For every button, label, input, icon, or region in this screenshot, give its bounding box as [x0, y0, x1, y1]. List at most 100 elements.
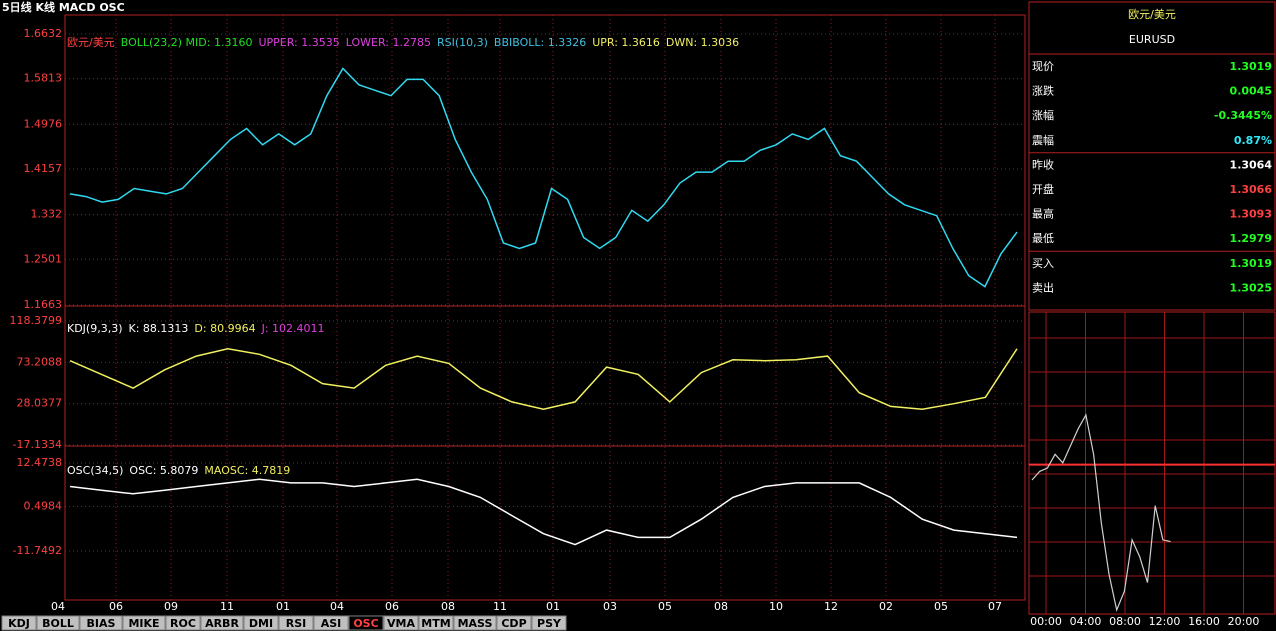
quote-label: 买入: [1032, 257, 1054, 270]
legend: K: 88.1313: [129, 322, 189, 335]
y-tick-label: 1.4157: [24, 162, 63, 175]
legend: BOLL(23,2) MID: 1.3160: [121, 36, 253, 49]
tab[interactable]: [79, 615, 123, 631]
x-label: 01: [546, 600, 560, 613]
quote-label: 昨收: [1032, 157, 1054, 171]
tab-label[interactable]: VMA: [387, 617, 415, 630]
tab[interactable]: [383, 615, 419, 631]
legend: 欧元/美元: [67, 36, 115, 49]
tab-label[interactable]: BIAS: [87, 617, 116, 630]
x-label: 09: [164, 600, 178, 613]
time-label: 08:00: [1109, 615, 1141, 628]
time-label: 00:00: [1030, 615, 1062, 628]
x-label: 04: [51, 600, 65, 613]
tab[interactable]: [496, 615, 532, 631]
quote-value: 0.0045: [1230, 85, 1272, 98]
y-tick-label: 0.4984: [24, 500, 63, 513]
x-label: 06: [385, 600, 399, 613]
tab-label[interactable]: OSC: [353, 617, 378, 630]
tab-label[interactable]: ASI: [321, 617, 342, 630]
tab-label[interactable]: RSI: [286, 617, 307, 630]
price-line: [69, 67, 1018, 288]
tab[interactable]: [313, 615, 349, 631]
quote-value: 1.3019: [1230, 257, 1272, 270]
x-label: 06: [109, 600, 123, 613]
tab-label[interactable]: PSY: [537, 617, 562, 630]
tab-label[interactable]: DMI: [249, 617, 273, 630]
legend: D: 80.9964: [194, 322, 255, 335]
quote-value: 1.3025: [1230, 281, 1272, 294]
tab[interactable]: [243, 615, 279, 631]
y-tick-label: 1.6632: [24, 27, 63, 40]
intraday-frame: [1028, 311, 1276, 615]
tab[interactable]: [36, 615, 80, 631]
tab-label[interactable]: MTM: [421, 617, 450, 630]
time-label: 20:00: [1228, 615, 1260, 628]
y-tick-label: 118.3799: [10, 314, 63, 327]
legend: MAOSC: 4.7819: [204, 464, 290, 477]
tab-label[interactable]: ARBR: [205, 617, 239, 630]
y-tick-label: -11.7492: [13, 544, 62, 557]
x-label: 01: [276, 600, 290, 613]
x-label: 05: [934, 600, 948, 613]
quote-value: 1.3064: [1230, 158, 1273, 171]
x-label: 05: [658, 600, 672, 613]
tab-label[interactable]: MIKE: [128, 617, 159, 630]
legend: BBIBOLL: 1.3326: [494, 36, 586, 49]
chart-frame: [64, 14, 1026, 601]
x-label: 08: [714, 600, 728, 613]
tab[interactable]: [122, 615, 166, 631]
quote-label: 涨跌: [1032, 84, 1054, 98]
x-label: 07: [988, 600, 1002, 613]
time-label: 12:00: [1149, 615, 1181, 628]
y-tick-label: 73.2088: [17, 355, 63, 368]
tab[interactable]: [453, 615, 497, 631]
x-label: 11: [493, 600, 507, 613]
quote-code: EURUSD: [1129, 33, 1175, 46]
legend: LOWER: 1.2785: [346, 36, 431, 49]
intraday-line: [1031, 413, 1171, 613]
tab[interactable]: [1, 615, 37, 631]
tab-label[interactable]: BOLL: [42, 617, 74, 630]
x-label: 11: [220, 600, 234, 613]
legend: KDJ(9,3,3): [67, 322, 123, 335]
quote-value: 1.3066: [1230, 183, 1273, 196]
tab-label[interactable]: MASS: [458, 617, 493, 630]
x-label: 02: [879, 600, 893, 613]
tab-label[interactable]: KDJ: [8, 617, 30, 630]
quote-label: 震幅: [1032, 134, 1054, 147]
tab[interactable]: [165, 615, 201, 631]
y-tick-label: 1.5813: [24, 72, 63, 85]
quote-label: 涨幅: [1032, 109, 1054, 122]
tab[interactable]: [200, 615, 244, 631]
quote-value: 1.2979: [1230, 232, 1272, 245]
tab[interactable]: [531, 615, 567, 631]
y-tick-label: -17.1334: [13, 438, 62, 451]
tab-label[interactable]: CDP: [501, 617, 526, 630]
quote-label: 现价: [1032, 60, 1054, 73]
time-label: 04:00: [1070, 615, 1102, 628]
quote-label: 最高: [1032, 207, 1054, 221]
legend: UPPER: 1.3535: [258, 36, 339, 49]
x-label: 03: [603, 600, 617, 613]
y-tick-label: 1.2501: [24, 252, 63, 265]
header: 5日线 K线 MACD OSC: [2, 0, 125, 14]
quote-label: 卖出: [1032, 280, 1054, 294]
osc-line: [69, 478, 1018, 546]
y-tick-label: 1.332: [31, 208, 63, 221]
legend: RSI(10,3): [437, 36, 488, 49]
tab[interactable]: [348, 615, 384, 631]
kdj-line: [69, 348, 1018, 410]
y-tick-label: 28.0377: [17, 397, 63, 410]
x-label: 10: [769, 600, 783, 613]
legend: OSC(34,5): [67, 464, 123, 477]
y-tick-label: 1.1663: [24, 298, 63, 311]
legend: DWN: 1.3036: [666, 36, 739, 49]
tab[interactable]: [278, 615, 314, 631]
quote-title: 欧元/美元: [1128, 8, 1176, 21]
tab[interactable]: [418, 615, 454, 631]
time-label: 16:00: [1188, 615, 1220, 628]
tab-label[interactable]: ROC: [170, 617, 196, 630]
